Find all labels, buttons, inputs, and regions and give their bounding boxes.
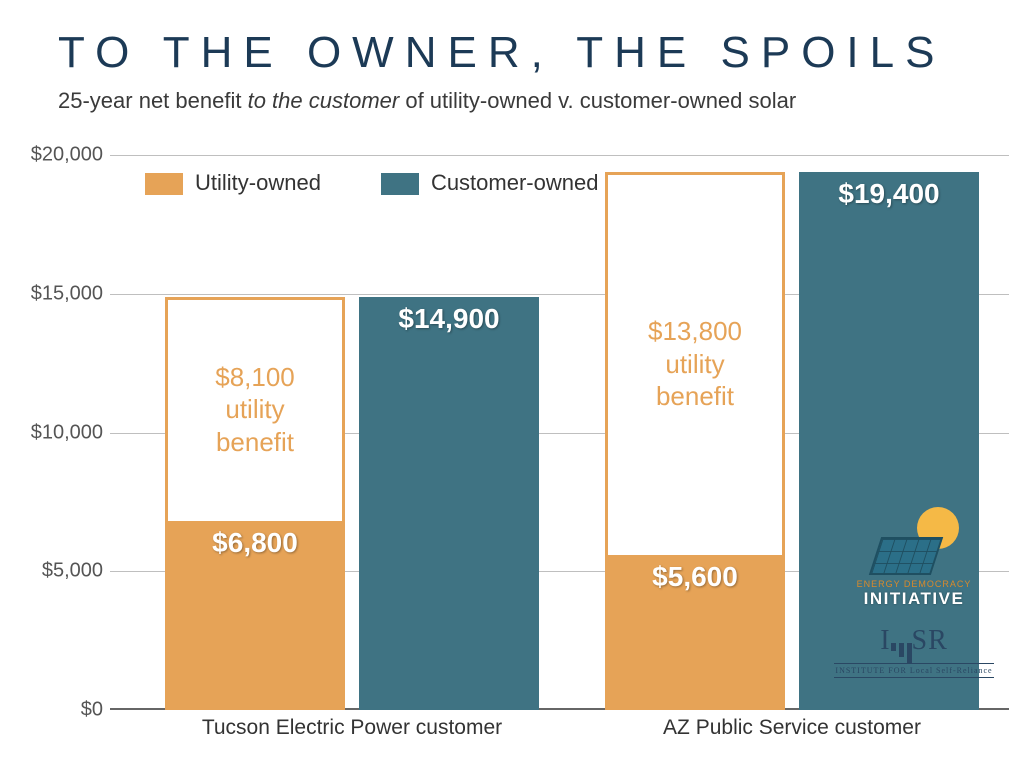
bar-value-label: $6,800: [165, 527, 345, 559]
subtitle-post: of utility-owned v. customer-owned solar: [399, 88, 796, 113]
subtitle-pre: 25-year net benefit: [58, 88, 248, 113]
attribution-initiative-line1: ENERGY DEMOCRACY: [834, 579, 994, 589]
chart-subtitle: 25-year net benefit to the customer of u…: [58, 88, 974, 114]
attribution-block: ENERGY DEMOCRACY INITIATIVE ISR INSTITUT…: [834, 507, 994, 678]
x-category-label: Tucson Electric Power customer: [165, 716, 539, 740]
y-tick-label: $20,000: [15, 144, 103, 167]
ilsr-subtitle: INSTITUTE FOR Local Self-Reliance: [834, 663, 994, 678]
bar-value-label: $19,400: [799, 178, 979, 210]
bar-customer-owned: $14,900: [359, 297, 539, 710]
y-tick-label: $0: [15, 699, 103, 722]
x-category-label: AZ Public Service customer: [605, 716, 979, 740]
chart-title: TO THE OWNER, THE SPOILS: [58, 28, 974, 78]
y-tick-label: $10,000: [15, 421, 103, 444]
subtitle-italic: to the customer: [248, 88, 400, 113]
annotation-utility-benefit: $8,100utilitybenefit: [160, 361, 350, 459]
bar-value-label: $5,600: [605, 561, 785, 593]
x-axis-labels: Tucson Electric Power customer AZ Public …: [110, 716, 1009, 756]
y-tick-label: $15,000: [15, 282, 103, 305]
y-tick-label: $5,000: [15, 560, 103, 583]
bar-utility-owned-customer-share: $6,800: [165, 521, 345, 710]
bar-value-label: $14,900: [359, 303, 539, 335]
attribution-initiative-line2: INITIATIVE: [834, 589, 994, 609]
solar-panel-icon: [869, 537, 943, 575]
ilsr-logo-block: ISR INSTITUTE FOR Local Self-Reliance: [834, 625, 994, 678]
bar-utility-owned-customer-share: $5,600: [605, 555, 785, 710]
annotation-utility-benefit: $13,800utilitybenefit: [600, 315, 790, 413]
ilsr-logo: ISR: [834, 625, 994, 661]
